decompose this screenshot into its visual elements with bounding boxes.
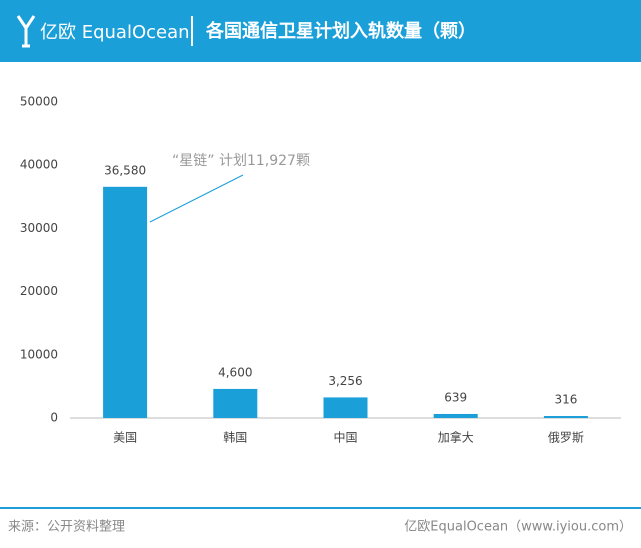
- bar: [543, 416, 588, 418]
- bar: [433, 413, 478, 418]
- x-tick-label: 韩国: [223, 430, 247, 445]
- annotation-line: [149, 174, 244, 223]
- y-tick-label: 50000: [20, 95, 58, 109]
- source: 来源：公开资料整理: [8, 520, 125, 535]
- brand: 亿欧 EqualOcean: [40, 22, 190, 43]
- y-tick-label: 20000: [20, 284, 58, 298]
- value-label: 316: [554, 393, 577, 407]
- value-label: 3,256: [328, 374, 362, 388]
- y-tick-label: 0: [50, 411, 58, 425]
- bar: [323, 397, 368, 418]
- chart-title: 各国通信卫星计划入轨数量（颗）: [205, 20, 476, 42]
- x-tick-label: 俄罗斯: [548, 431, 584, 445]
- x-tick-label: 美国: [113, 431, 137, 445]
- x-tick-label: 加拿大: [438, 430, 474, 445]
- value-label: 36,580: [104, 163, 146, 177]
- x-tick-label: 中国: [333, 430, 357, 445]
- bar: [213, 388, 258, 418]
- value-label: 639: [444, 390, 467, 404]
- value-label: 4,600: [218, 365, 252, 379]
- credit: 亿欧EqualOcean（www.iyiou.com）: [404, 520, 632, 535]
- header-bar: [0, 0, 641, 62]
- y-tick-label: 40000: [20, 158, 58, 172]
- bar: [103, 186, 148, 418]
- y-tick-label: 30000: [20, 221, 58, 235]
- annotation: “星链” 计划11,927颗: [172, 153, 310, 169]
- y-tick-label: 10000: [20, 347, 58, 361]
- logo-icon: [16, 15, 36, 48]
